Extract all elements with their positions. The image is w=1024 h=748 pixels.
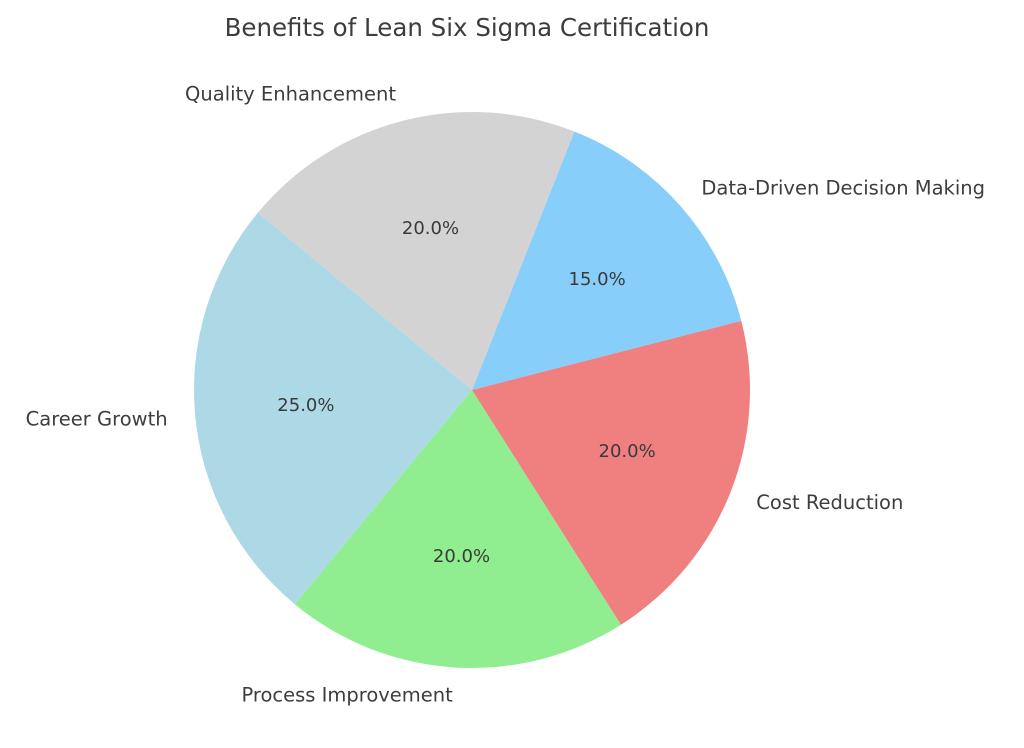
pie-slice-data-driven-decision-making (472, 131, 742, 390)
pie-label-cost-reduction: Cost Reduction (756, 491, 903, 514)
pie-pct-cost-reduction: 20.0% (599, 441, 656, 462)
pie-pct-data-driven-decision-making: 15.0% (569, 269, 626, 290)
pie-label-process-improvement: Process Improvement (241, 684, 453, 707)
pie-label-data-driven-decision-making: Data-Driven Decision Making (701, 176, 985, 199)
pie-slice-cost-reduction (472, 320, 751, 625)
pie-slice-quality-enhancement (257, 111, 575, 390)
pie-slice-process-improvement (294, 390, 621, 668)
pie-label-career-growth: Career Growth (26, 407, 168, 430)
pie-pct-career-growth: 25.0% (277, 395, 334, 416)
pie-pct-process-improvement: 20.0% (433, 546, 490, 567)
chart-title: Benefits of Lean Six Sigma Certification (225, 13, 710, 42)
pie-label-quality-enhancement: Quality Enhancement (185, 82, 396, 105)
pie-pct-quality-enhancement: 20.0% (402, 218, 459, 239)
pie-slice-career-growth (194, 212, 473, 605)
